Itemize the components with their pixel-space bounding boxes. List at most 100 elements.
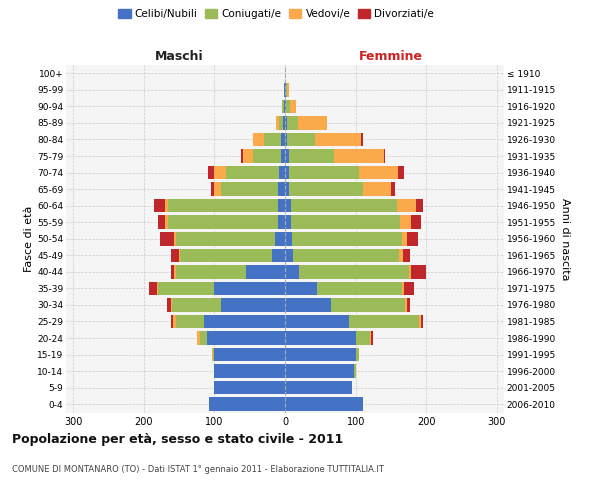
- Y-axis label: Fasce di età: Fasce di età: [24, 206, 34, 272]
- Bar: [349, 314, 419, 328]
- Bar: [285, 314, 349, 328]
- Bar: [278, 199, 285, 212]
- Bar: [272, 248, 285, 262]
- Bar: [316, 132, 361, 146]
- Bar: [165, 199, 169, 212]
- Bar: [285, 132, 287, 146]
- Bar: [282, 100, 284, 113]
- Bar: [281, 149, 285, 163]
- Bar: [242, 149, 253, 163]
- Bar: [403, 248, 410, 262]
- Bar: [174, 232, 176, 245]
- Bar: [400, 216, 411, 229]
- Text: Maschi: Maschi: [155, 50, 203, 62]
- Bar: [285, 348, 356, 362]
- Bar: [176, 314, 204, 328]
- Bar: [173, 314, 176, 328]
- Bar: [214, 348, 285, 362]
- Bar: [170, 265, 174, 278]
- Bar: [211, 182, 214, 196]
- Bar: [214, 381, 285, 394]
- Bar: [285, 199, 290, 212]
- Bar: [404, 282, 414, 295]
- Legend: Celibi/Nubili, Coniugati/e, Vedovi/e, Divorziati/e: Celibi/Nubili, Coniugati/e, Vedovi/e, Di…: [114, 5, 438, 24]
- Bar: [290, 216, 400, 229]
- Bar: [411, 216, 421, 229]
- Bar: [285, 398, 363, 411]
- Bar: [285, 232, 292, 245]
- Bar: [214, 282, 285, 295]
- Bar: [361, 132, 363, 146]
- Bar: [419, 314, 421, 328]
- Bar: [158, 282, 214, 295]
- Bar: [241, 149, 242, 163]
- Bar: [331, 298, 405, 312]
- Bar: [200, 332, 207, 345]
- Bar: [286, 100, 290, 113]
- Bar: [299, 265, 409, 278]
- Bar: [181, 248, 272, 262]
- Bar: [213, 348, 214, 362]
- Bar: [293, 248, 400, 262]
- Bar: [285, 166, 289, 179]
- Bar: [285, 282, 317, 295]
- Bar: [221, 182, 278, 196]
- Bar: [207, 332, 285, 345]
- Bar: [285, 332, 356, 345]
- Bar: [286, 83, 287, 96]
- Bar: [416, 199, 424, 212]
- Bar: [174, 265, 176, 278]
- Bar: [204, 314, 285, 328]
- Bar: [157, 282, 158, 295]
- Bar: [407, 232, 418, 245]
- Bar: [397, 199, 416, 212]
- Bar: [160, 232, 174, 245]
- Bar: [154, 199, 165, 212]
- Bar: [405, 298, 407, 312]
- Bar: [289, 149, 334, 163]
- Bar: [334, 149, 384, 163]
- Bar: [285, 381, 352, 394]
- Y-axis label: Anni di nascita: Anni di nascita: [560, 198, 570, 280]
- Bar: [278, 216, 285, 229]
- Bar: [167, 298, 170, 312]
- Bar: [176, 232, 275, 245]
- Bar: [165, 216, 169, 229]
- Bar: [284, 100, 285, 113]
- Bar: [170, 298, 172, 312]
- Text: Femmine: Femmine: [359, 50, 423, 62]
- Bar: [287, 116, 298, 130]
- Bar: [179, 248, 181, 262]
- Bar: [246, 265, 285, 278]
- Bar: [170, 248, 179, 262]
- Bar: [285, 100, 286, 113]
- Bar: [285, 83, 286, 96]
- Bar: [280, 166, 285, 179]
- Bar: [221, 298, 285, 312]
- Bar: [281, 132, 285, 146]
- Bar: [214, 166, 226, 179]
- Bar: [208, 166, 214, 179]
- Bar: [169, 216, 278, 229]
- Bar: [398, 166, 404, 179]
- Bar: [226, 166, 280, 179]
- Bar: [212, 348, 213, 362]
- Bar: [171, 314, 173, 328]
- Bar: [284, 83, 285, 96]
- Bar: [149, 282, 157, 295]
- Bar: [285, 265, 299, 278]
- Bar: [276, 116, 280, 130]
- Bar: [169, 199, 278, 212]
- Bar: [278, 182, 285, 196]
- Bar: [280, 116, 283, 130]
- Bar: [371, 332, 373, 345]
- Bar: [298, 116, 328, 130]
- Bar: [289, 166, 359, 179]
- Bar: [285, 116, 287, 130]
- Bar: [214, 182, 221, 196]
- Bar: [401, 232, 407, 245]
- Bar: [317, 282, 401, 295]
- Bar: [285, 149, 289, 163]
- Bar: [363, 182, 391, 196]
- Bar: [253, 149, 281, 163]
